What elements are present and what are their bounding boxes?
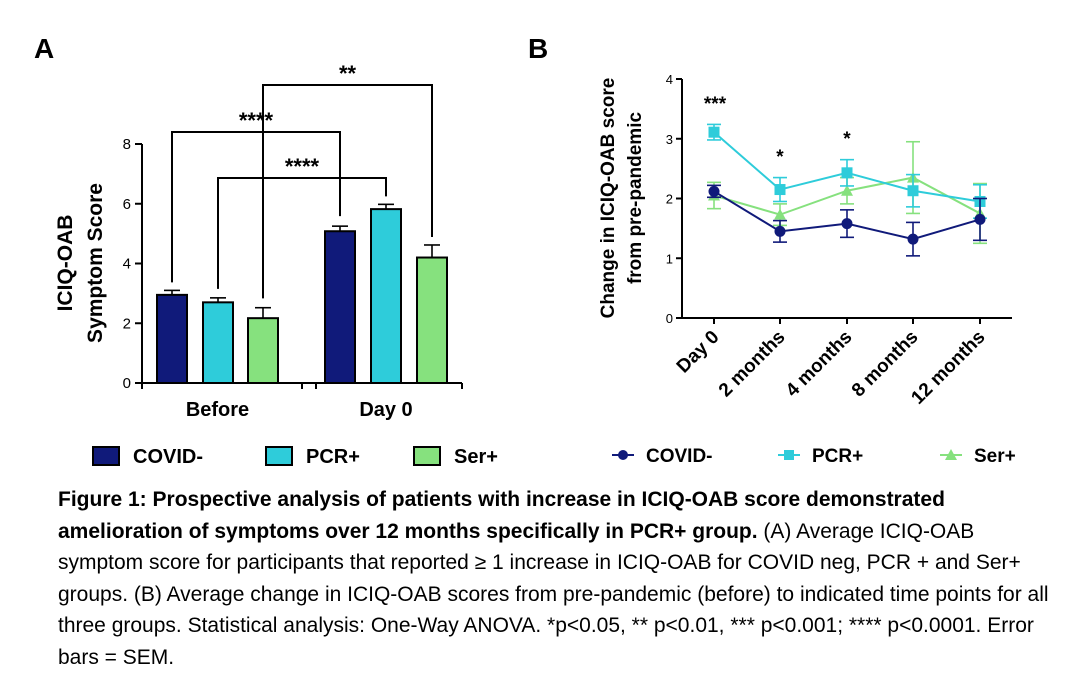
y-axis-title-line1: ICIQ-OAB [54,215,77,312]
significance-bracket [171,131,341,283]
significance-label: ** [339,61,357,86]
significance-label: * [776,147,784,168]
data-point-covid [974,213,986,225]
bar-pcr-day-0 [370,208,402,384]
significance-label: *** [704,94,727,115]
significance-label: **** [285,154,320,179]
data-point-pcr [708,126,720,138]
data-point-covid [774,225,786,237]
legend-label-ser: Ser+ [974,446,1016,467]
y-tick-label: 0 [123,375,131,392]
y-tick-label: 2 [123,315,131,332]
figure-caption: Figure 1: Prospective analysis of patien… [58,484,1063,673]
y-tick-label: 4 [666,72,673,87]
x-tick-label-2-months: 2 months [715,327,790,402]
bar-covid-before [156,293,188,384]
y-axis-title-line1: Change in ICIQ-OAB score [598,78,619,319]
y-axis-title-line2: from pre-pandemic [625,112,646,285]
caption-title: Figure 1: Prospective analysis of patien… [58,488,945,543]
data-point-covid [708,185,720,197]
data-point-pcr [907,185,919,197]
legend-marker-pcr [784,450,794,460]
legend-swatch-covid [92,446,120,466]
legend-label-covid: COVID- [646,446,713,467]
panel-label-b: B [528,33,548,64]
panel-label-a: A [34,33,54,64]
y-tick-label: 4 [123,256,131,273]
bar-covid-day-0 [324,230,356,384]
y-axis-title-line2: Symptom Score [84,183,107,343]
x-tick-label-4-months: 4 months [782,327,857,402]
data-point-covid [841,218,853,230]
x-tick-label-day-0: Day 0 [359,399,412,421]
data-point-pcr [841,167,853,179]
bar-ser-before [247,317,279,385]
x-tick-label-before: Before [186,399,249,421]
y-tick-label: 8 [123,136,131,153]
data-point-covid [907,233,919,245]
legend-marker-ser [945,449,957,460]
legend-swatch-ser [413,446,441,466]
y-tick-label: 6 [123,196,131,213]
legend-marker-covid [618,450,628,460]
data-point-ser [774,208,786,220]
bar-ser-day-0 [416,256,448,384]
x-tick-label-day-0: Day 0 [673,327,724,378]
legend-swatch-pcr [265,446,293,466]
legend-label-covid: COVID- [133,446,203,468]
caption-body: (A) Average ICIQ-OAB symptom score for p… [58,519,1049,669]
y-tick-label: 0 [666,311,673,326]
figure-canvas: A B 0 2 4 6 8 Before Day 0 ICIQ-OAB Symptom Scor… [34,33,1016,468]
data-point-ser [841,184,853,196]
significance-bracket [217,177,387,289]
y-tick-label: 1 [666,251,673,266]
y-tick-label: 3 [666,132,673,147]
significance-label: **** [239,108,274,133]
significance-label: * [843,129,851,150]
y-tick-label: 2 [666,192,673,207]
legend-label-pcr: PCR+ [306,446,360,468]
data-point-pcr [774,184,786,196]
significance-bracket [262,84,433,299]
bar-pcr-before [202,301,234,384]
legend-label-ser: Ser+ [454,446,498,468]
legend-label-pcr: PCR+ [812,446,863,467]
